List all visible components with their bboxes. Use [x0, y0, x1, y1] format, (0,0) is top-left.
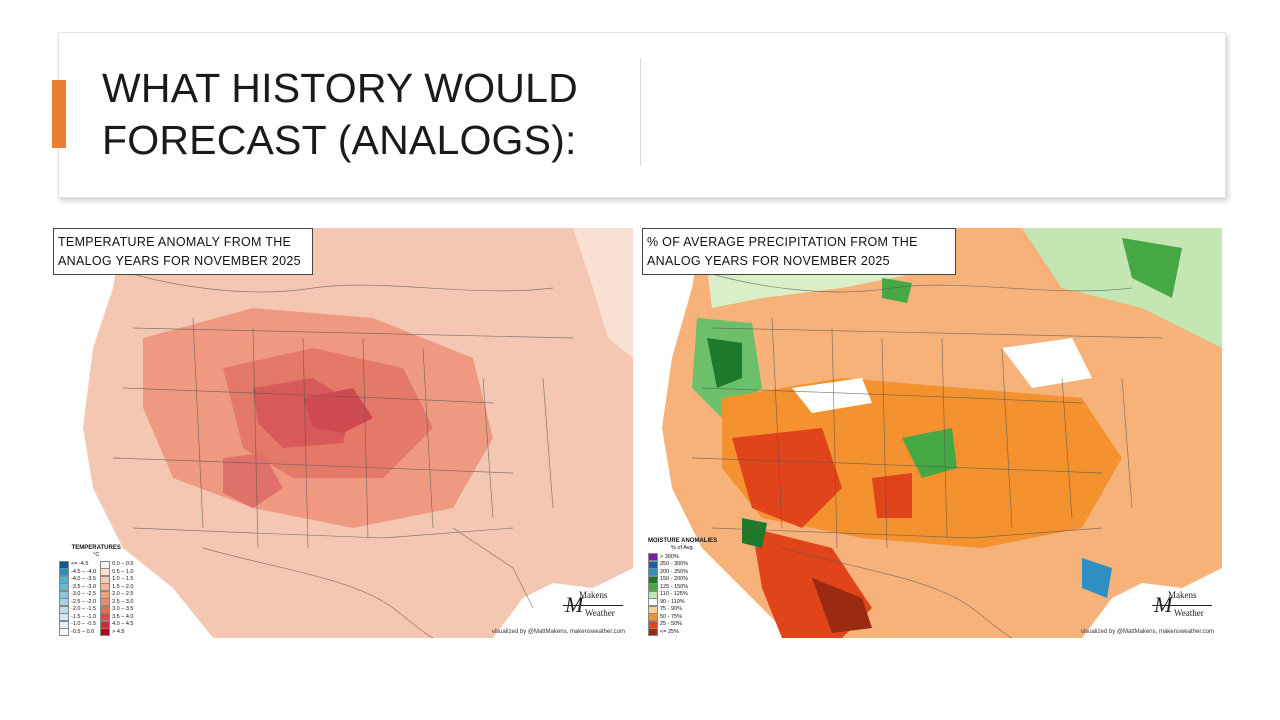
temperature-cold-legend-label: <= -4.5 — [71, 561, 89, 567]
temperature-cold-legend-label: -4.5 – -4.0 — [71, 568, 97, 575]
temperature-map-caption: TEMPERATURE ANOMALY FROM THE ANALOG YEAR… — [53, 228, 313, 275]
temperature-legend-cold: <= -4.5 -4.5 – -4.0 -4.0 – -3.5 -3.5 – -3.0… — [59, 560, 97, 637]
precipitation-caption-line1: % OF AVERAGE PRECIPITATION FROM THE — [647, 235, 918, 249]
precipitation-legend-label: 110 - 125% — [660, 591, 688, 597]
temperature-warm-legend-label: > 4.5 — [112, 628, 125, 635]
temperature-warm-legend-label: 1.5 – 2.0 — [112, 583, 134, 590]
temperature-warm-legend-swatch — [100, 628, 111, 637]
temperature-cold-legend-swatch — [59, 628, 69, 637]
precipitation-legend-label: 125 - 150% — [660, 583, 689, 590]
temperature-cold-legend-label: -2.5 – -2.0 — [71, 598, 97, 605]
temperature-warm-legend-label: 3.5 – 4.0 — [112, 613, 134, 620]
precipitation-legend-label: > 300% — [660, 553, 679, 560]
temperature-warm-legend-label: 4.0 – 4.5 — [112, 621, 134, 627]
makens-weather-logo-2: M Makens Weather — [1152, 590, 1212, 624]
temperature-legend-warm: 0.0 – 0.5 0.5 – 1.0 1.0 – 1.5 1.5 – 2.0 2.0 … — [100, 560, 134, 637]
temperature-cold-legend-item: -0.5 – 0.0 — [59, 628, 96, 637]
temperature-anomaly-map: TEMPERATURE ANOMALY FROM THE ANALOG YEAR… — [53, 228, 633, 638]
temperature-warm-legend-label: 3.0 – 3.5 — [112, 606, 134, 612]
temperature-cold-legend-label: -1.5 – -1.0 — [71, 613, 97, 620]
precipitation-legend-swatch — [648, 628, 658, 637]
precipitation-legend-items: > 300% 250 - 300% 200 - 250% 150 - 200% 125 … — [648, 553, 689, 637]
title-accent-bar — [52, 80, 66, 148]
temperature-warm-legend-label: 2.0 – 2.5 — [112, 591, 134, 597]
temperature-legend-unit: °C — [93, 552, 100, 558]
precipitation-legend-label: 75 - 90% — [660, 606, 683, 612]
temperature-legend-title: TEMPERATURES — [71, 545, 121, 551]
title-card — [58, 32, 1226, 198]
precipitation-caption-line2: ANALOG YEARS FOR NOVEMBER 2025 — [647, 254, 890, 268]
temperature-cold-legend-label: -4.0 – -3.5 — [71, 576, 97, 582]
temperature-warm-legend-label: 0.0 – 0.5 — [112, 561, 134, 567]
precipitation-legend-title: MOISTURE ANOMALIES — [648, 537, 718, 544]
temperature-map-image — [53, 228, 633, 638]
temperature-warm-legend-label: 1.0 – 1.5 — [112, 576, 134, 582]
precipitation-legend-item: <= 25% — [648, 628, 688, 637]
precipitation-legend-label: 200 - 250% — [660, 568, 689, 575]
temperature-cold-legend-label: -3.5 – -3.0 — [71, 583, 97, 590]
temperature-caption-line1: TEMPERATURE ANOMALY FROM THE — [58, 235, 292, 249]
precipitation-map-credit: visualized by @MattMakens, makensweather… — [1080, 629, 1214, 635]
temperature-warm-legend-item: > 4.5 — [100, 628, 133, 637]
temperature-cold-legend-label: -2.0 – -1.5 — [71, 606, 97, 612]
temperature-warm-legend-label: 2.5 – 3.0 — [112, 598, 134, 605]
temperature-caption-line2: ANALOG YEARS FOR NOVEMBER 2025 — [58, 254, 301, 268]
makens-weather-logo: M Makens Weather — [563, 590, 623, 624]
precipitation-legend-label: 90 - 110% — [660, 598, 685, 605]
precipitation-legend-label: <= 25% — [660, 628, 679, 635]
temperature-legend: TEMPERATURES °C <= -4.5 -4.5 – -4.0 -4.0 –… — [59, 545, 134, 637]
temperature-cold-legend-label: -0.5 – 0.0 — [71, 628, 95, 635]
precipitation-legend-unit: % of Avg. — [670, 544, 695, 551]
precipitation-legend-label: 250 - 300% — [660, 561, 689, 567]
precipitation-map-caption: % OF AVERAGE PRECIPITATION FROM THE ANAL… — [642, 228, 956, 275]
precipitation-map: % OF AVERAGE PRECIPITATION FROM THE ANAL… — [642, 228, 1222, 638]
temperature-warm-legend-label: 0.5 – 1.0 — [112, 568, 134, 575]
slide-title: WHAT HISTORY WOULD FORECAST (ANALOGS): — [102, 65, 578, 163]
temperature-cold-legend-label: -1.0 – -0.5 — [71, 621, 97, 627]
precipitation-legend-label: 150 - 200% — [660, 576, 689, 582]
temperature-map-credit: visualized by @MattMakens, makensweather… — [491, 629, 625, 635]
precipitation-legend: MOISTURE ANOMALIES % of Avg. > 300% 250 -… — [648, 538, 717, 637]
temperature-cold-legend-label: -3.0 – -2.5 — [71, 591, 97, 597]
precipitation-map-image — [642, 228, 1222, 638]
precipitation-legend-label: 25 - 50% — [660, 621, 683, 627]
title-divider — [640, 58, 641, 166]
precipitation-legend-label: 50 - 75% — [660, 613, 683, 620]
